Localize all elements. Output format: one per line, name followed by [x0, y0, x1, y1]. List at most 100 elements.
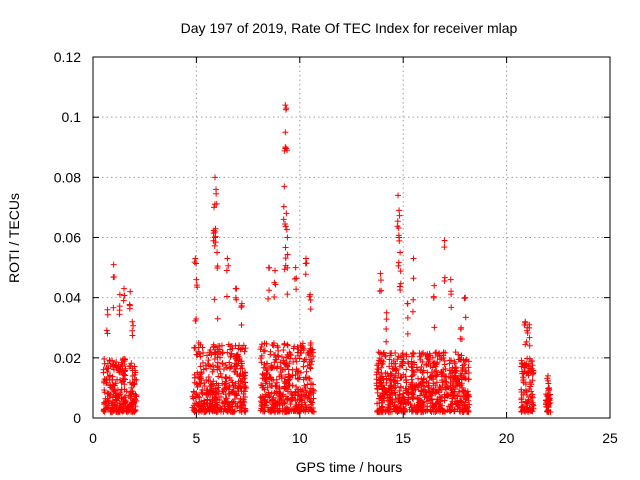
- data-point: [301, 392, 308, 399]
- data-point: [420, 376, 427, 383]
- data-point: [463, 408, 470, 415]
- data-point: [391, 402, 398, 409]
- data-point: [386, 363, 393, 370]
- data-point: [127, 379, 134, 386]
- data-point: [437, 385, 444, 392]
- data-point: [462, 357, 469, 364]
- data-point: [431, 324, 438, 331]
- data-point: [462, 375, 469, 382]
- data-point: [405, 386, 412, 393]
- data-point: [530, 402, 537, 409]
- data-point: [457, 404, 464, 411]
- data-point: [264, 369, 271, 376]
- data-point: [100, 369, 107, 376]
- data-point: [109, 373, 116, 380]
- data-point: [306, 351, 313, 358]
- data-point: [441, 394, 448, 401]
- data-point: [465, 397, 472, 404]
- data-point: [272, 351, 279, 358]
- data-point: [524, 355, 531, 362]
- data-point: [436, 401, 443, 408]
- x-axis-label: GPS time / hours: [296, 459, 403, 475]
- data-point: [306, 293, 313, 300]
- data-point: [293, 275, 300, 282]
- data-point: [287, 401, 294, 408]
- data-point: [194, 402, 201, 409]
- data-point: [452, 365, 459, 372]
- data-point: [121, 292, 128, 299]
- data-point: [110, 382, 117, 389]
- y-tick-label: 0.06: [54, 230, 81, 246]
- data-point: [282, 244, 289, 251]
- data-point: [287, 373, 294, 380]
- data-point: [434, 371, 441, 378]
- data-point: [113, 359, 120, 366]
- data-point: [278, 353, 285, 360]
- data-point: [460, 392, 467, 399]
- data-point: [238, 404, 245, 411]
- data-point: [393, 366, 400, 373]
- data-point: [399, 360, 406, 367]
- data-point: [276, 373, 283, 380]
- data-point: [461, 388, 468, 395]
- data-point: [207, 387, 214, 394]
- data-point: [404, 314, 411, 321]
- data-point: [409, 308, 416, 315]
- data-point: [191, 344, 198, 351]
- data-point: [269, 396, 276, 403]
- data-point: [418, 387, 425, 394]
- data-point: [387, 382, 394, 389]
- data-point: [396, 212, 403, 219]
- data-point: [282, 255, 289, 262]
- data-point: [441, 274, 448, 281]
- data-point: [216, 365, 223, 372]
- data-point: [110, 261, 117, 268]
- data-point: [266, 287, 273, 294]
- data-point: [260, 394, 267, 401]
- data-point: [193, 351, 200, 358]
- data-point: [102, 377, 109, 384]
- data-point: [442, 349, 449, 356]
- data-point: [394, 356, 401, 363]
- data-point: [121, 285, 128, 292]
- data-point: [430, 294, 437, 301]
- data-point: [295, 370, 302, 377]
- data-point: [224, 293, 231, 300]
- data-point: [377, 277, 384, 284]
- data-point: [213, 408, 220, 415]
- data-point: [456, 389, 463, 396]
- data-point: [283, 408, 290, 415]
- data-point: [203, 389, 210, 396]
- data-point: [214, 249, 221, 256]
- data-point: [306, 364, 313, 371]
- data-point: [376, 376, 383, 383]
- data-point: [527, 383, 534, 390]
- data-point: [303, 356, 310, 363]
- data-point: [306, 375, 313, 382]
- data-point: [114, 408, 121, 415]
- data-point: [402, 373, 409, 380]
- data-point: [104, 330, 111, 337]
- data-point: [397, 383, 404, 390]
- data-point: [303, 375, 310, 382]
- data-point: [523, 338, 530, 345]
- data-point: [435, 389, 442, 396]
- data-point: [284, 342, 291, 349]
- data-point: [270, 401, 277, 408]
- data-point: [197, 363, 204, 370]
- data-point: [238, 346, 245, 353]
- data-point: [518, 357, 525, 364]
- data-point: [528, 407, 535, 414]
- data-point: [198, 370, 205, 377]
- data-point: [410, 255, 417, 262]
- data-point: [127, 362, 134, 369]
- data-point: [445, 392, 452, 399]
- data-point: [120, 297, 127, 304]
- data-point: [394, 395, 401, 402]
- data-point: [416, 381, 423, 388]
- data-point: [423, 398, 430, 405]
- data-point: [115, 395, 122, 402]
- data-point: [210, 378, 217, 385]
- data-point: [107, 391, 114, 398]
- data-point: [241, 369, 248, 376]
